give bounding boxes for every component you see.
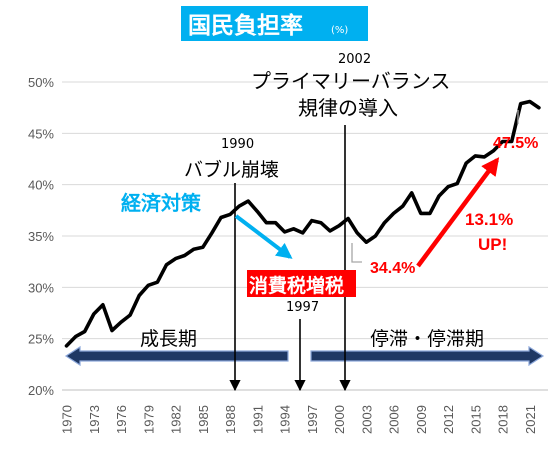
title-box — [181, 6, 368, 41]
x-tick-label: 1979 — [141, 405, 156, 434]
x-tick-label: 1991 — [250, 405, 265, 434]
x-tick-label: 2015 — [468, 405, 483, 434]
x-tick-label: 1997 — [305, 405, 320, 434]
y-tick-label: 35% — [28, 229, 54, 244]
tax-hike-label: 消費税増税 — [249, 274, 344, 297]
x-tick-label: 2009 — [414, 405, 429, 434]
stagnation-period-arrow — [310, 345, 545, 367]
high-value-label: 47.5% — [493, 135, 538, 152]
low-value-leader — [351, 243, 362, 263]
chart-title-unit: (%) — [331, 25, 348, 36]
event-1997-year: 1997 — [286, 300, 319, 315]
x-axis: 1970 1973 1976 1979 1982 1985 1988 1991 1994 1997… — [60, 389, 548, 434]
y-axis: 20% 25% 30% 35% 40% 45% 50% — [28, 75, 54, 398]
x-tick-label: 2006 — [387, 405, 402, 434]
y-tick-label: 45% — [28, 126, 54, 141]
y-tick-label: 25% — [28, 332, 54, 347]
stagnation-period-label: 停滞・停滞期 — [370, 328, 484, 350]
y-tick-label: 30% — [28, 280, 54, 295]
low-value-label: 34.4% — [370, 260, 415, 277]
x-tick-label: 1994 — [278, 405, 293, 434]
growth-period-arrow — [64, 345, 289, 367]
event-1990-label: バブル崩壊 — [184, 158, 279, 181]
x-tick-label: 1985 — [196, 405, 211, 434]
x-tick-label: 1976 — [114, 405, 129, 434]
x-tick-label: 2003 — [359, 405, 374, 434]
y-tick-label: 20% — [28, 383, 54, 398]
x-tick-label: 1982 — [169, 405, 184, 434]
x-tick-label: 1973 — [87, 405, 102, 434]
growth-period-label: 成長期 — [140, 328, 197, 350]
event-2002-label-line1: プライマリーバランス — [251, 69, 450, 93]
chart-title: 国民負担率 — [188, 12, 303, 39]
stimulus-arrow — [234, 214, 293, 259]
increase-label-line2: UP! — [478, 235, 507, 254]
y-tick-label: 50% — [28, 75, 54, 90]
x-tick-label: 1988 — [223, 405, 238, 434]
x-tick-label: 2018 — [496, 405, 511, 434]
event-2002-year: 2002 — [338, 52, 371, 67]
increase-arrow — [416, 157, 500, 268]
stimulus-label: 経済対策 — [121, 191, 202, 215]
tax-hike-box — [247, 270, 356, 297]
x-tick-label: 2012 — [441, 405, 456, 434]
y-tick-label: 40% — [28, 178, 54, 193]
series-line — [64, 99, 541, 348]
x-tick-label: 2021 — [523, 405, 538, 434]
increase-label-line1: 13.1% — [465, 210, 513, 229]
event-1990-year: 1990 — [221, 137, 254, 152]
x-tick-label: 1970 — [60, 405, 75, 434]
event-2002-label-line2: 規律の導入 — [298, 96, 398, 120]
x-tick-label: 2000 — [332, 405, 347, 434]
